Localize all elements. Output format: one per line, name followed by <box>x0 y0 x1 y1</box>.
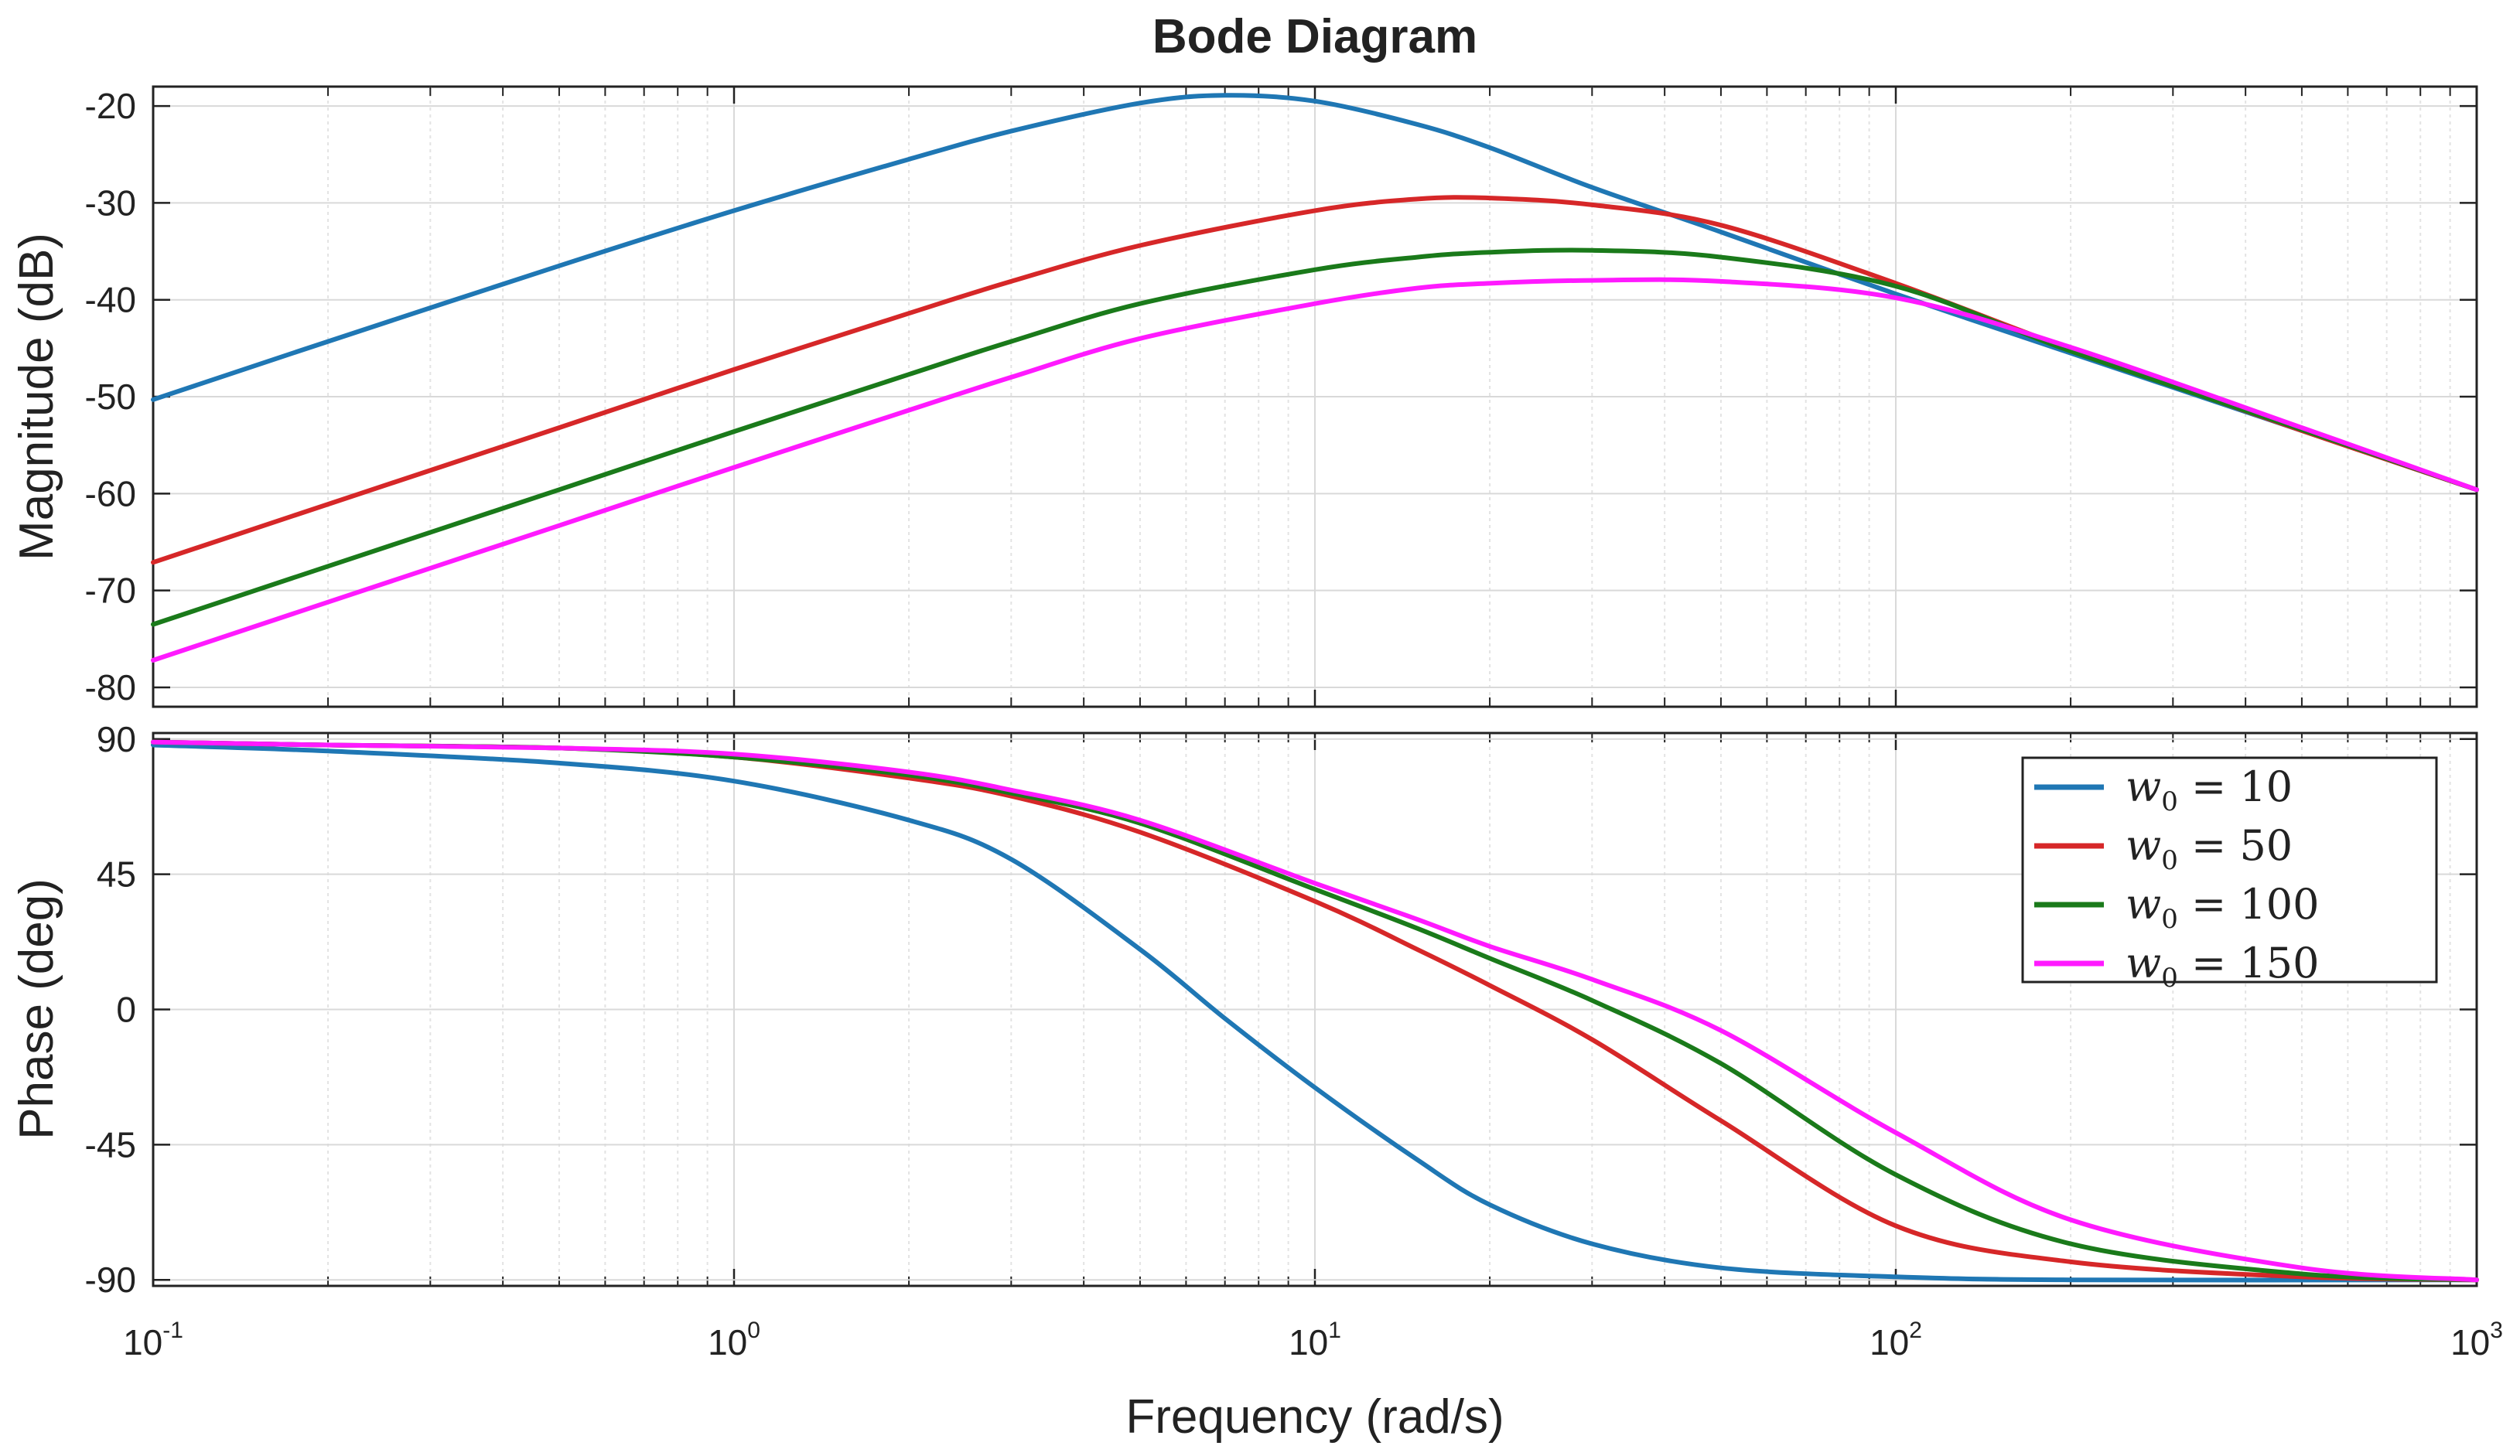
magnitude-series-line-1 <box>151 93 2479 493</box>
x-tick-label: 10-1 <box>123 1318 183 1362</box>
legend-label-2: w0 = 50 <box>2126 821 2293 876</box>
legend-label-1: w0 = 10 <box>2126 762 2293 817</box>
magnitude-y-ticks: -20 -30 -40 -50 -60 -70 -80 <box>85 86 136 708</box>
phase-y-ticks: 90 45 0 -45 -90 <box>85 719 136 1300</box>
x-axis-label: Frequency (rad/s) <box>1125 1390 1504 1444</box>
x-tick-label: 102 <box>1870 1318 1922 1362</box>
magnitude-grid <box>152 87 2478 707</box>
phase-y-tick-label: -45 <box>85 1124 136 1164</box>
magnitude-y-axis-label: Magnitude (dB) <box>10 233 63 561</box>
magnitude-y-tick-label: -20 <box>85 86 136 126</box>
x-tick-label: 100 <box>708 1318 760 1362</box>
phase-y-tick-label: -90 <box>85 1260 136 1300</box>
x-tick-label: 103 <box>2450 1318 2503 1362</box>
magnitude-series-line-4 <box>151 277 2479 663</box>
magnitude-y-tick-label: -70 <box>85 571 136 611</box>
legend-box <box>2021 756 2438 984</box>
phase-series <box>151 739 2479 1283</box>
chart-title: Bode Diagram <box>1152 10 1477 63</box>
magnitude-y-tick-label: -50 <box>85 377 136 417</box>
phase-y-axis-label: Phase (deg) <box>10 878 63 1140</box>
magnitude-y-tick-label: -30 <box>85 182 136 223</box>
phase-y-tick-label: 90 <box>97 719 136 759</box>
phase-y-tick-label: 45 <box>97 854 136 895</box>
legend-label-3: w0 = 100 <box>2126 880 2320 935</box>
magnitude-y-tick-label: -80 <box>85 667 136 708</box>
magnitude-y-tick-label: -40 <box>85 280 136 320</box>
magnitude-y-tick-label: -60 <box>85 473 136 513</box>
x-axis-ticks: 10-1 100 101 102 103 <box>123 1318 2503 1362</box>
phase-series-line-1 <box>151 742 2479 1283</box>
magnitude-plot: -20 -30 -40 -50 -60 -70 -80 <box>85 85 2479 708</box>
legend-label-4: w0 = 150 <box>2126 939 2320 994</box>
phase-y-tick-label: 0 <box>116 990 136 1030</box>
x-tick-label: 101 <box>1289 1318 1341 1362</box>
phase-series-line-4 <box>151 739 2479 1283</box>
magnitude-series <box>151 93 2479 663</box>
